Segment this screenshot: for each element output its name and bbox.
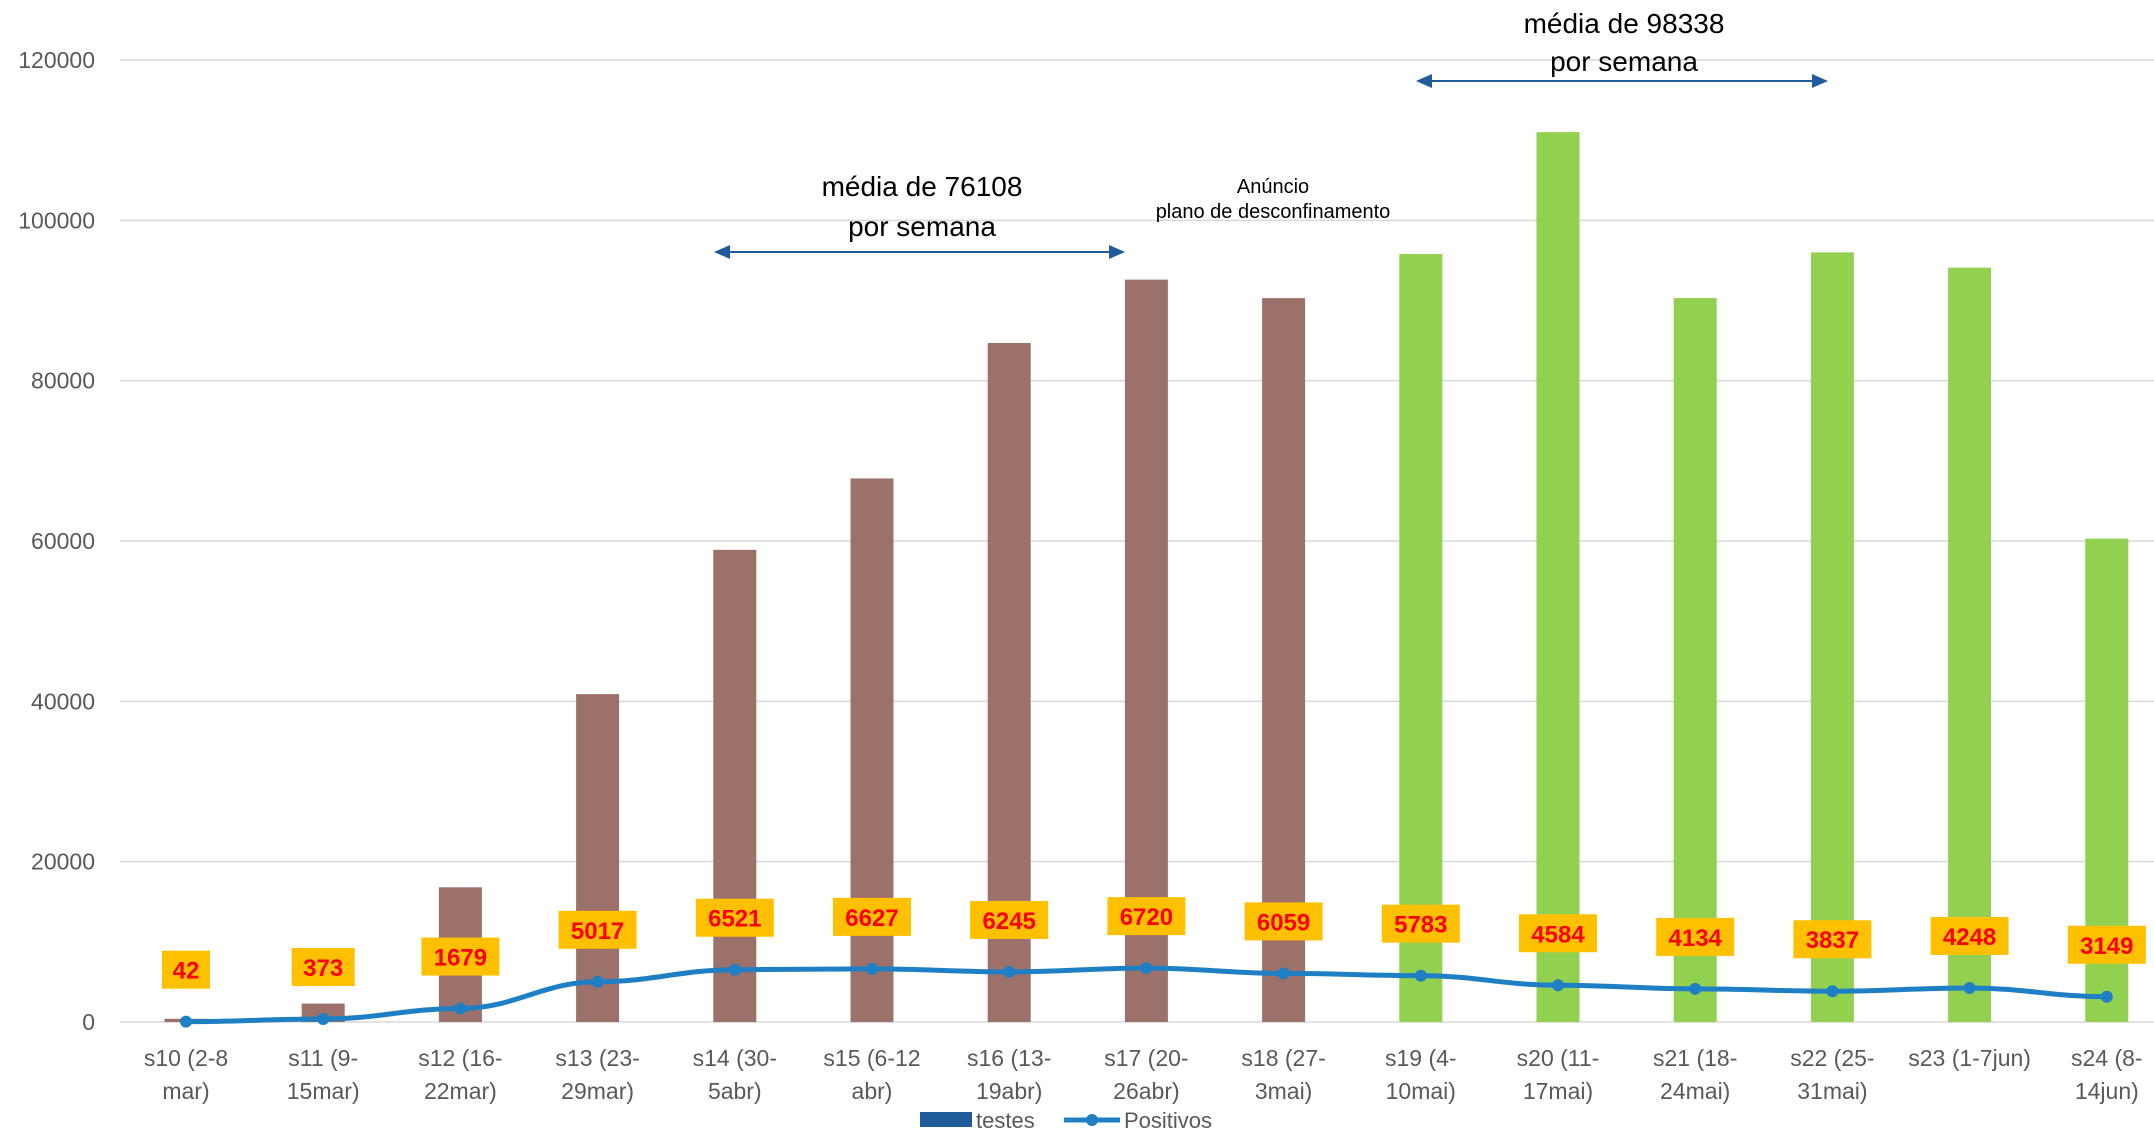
data-label-box [2067, 925, 2146, 964]
data-label-box [695, 898, 774, 937]
point-positivos [180, 1015, 192, 1028]
point-positivos [1140, 962, 1153, 975]
point-positivos [454, 1002, 467, 1015]
x-tick-label: s22 (25-31mai) [1790, 1045, 1874, 1104]
x-tick-label: s12 (16-22mar) [418, 1045, 502, 1104]
annotation-1-arrowhead-left [714, 245, 730, 259]
x-tick-label: s24 (8-14jun) [2071, 1045, 2143, 1104]
data-label: 1679 [434, 945, 487, 972]
legend-swatch-testes [920, 1112, 972, 1127]
x-tick-label: s15 (6-12 abr) [823, 1045, 920, 1104]
point-positivos [317, 1013, 330, 1026]
data-label: 5783 [1394, 912, 1447, 939]
point-positivos [1414, 969, 1427, 982]
data-label-box [1381, 904, 1460, 943]
bar-testes [1673, 298, 1717, 1023]
data-labels-positivos: 42 373 1679 5017 6521 6627 6245 6720 6059 5783 458… [162, 897, 2146, 989]
x-tick-label: s23 (1-7jun) [1908, 1045, 2031, 1071]
data-label-box [1793, 920, 1872, 959]
y-tick-label: 20000 [31, 849, 95, 875]
x-tick-label: s19 (4-10mai) [1385, 1045, 1457, 1104]
data-label-box [162, 950, 210, 989]
point-positivos [1003, 965, 1016, 978]
bar-testes [1536, 132, 1580, 1022]
point-positivos [866, 962, 878, 975]
y-axis-ticks: 0 20000 40000 60000 80000 100000 120000 [18, 47, 95, 1035]
data-label-box [1244, 902, 1323, 941]
data-label: 6521 [708, 906, 761, 933]
point-positivos [2100, 990, 2113, 1003]
bar-testes [850, 478, 894, 1023]
point-positivos [728, 963, 741, 976]
data-label-box [1656, 917, 1735, 956]
x-axis-labels: s10 (2-8 mar) s11 (9-15mar) s12 (16-22mar) s… [144, 1045, 2143, 1104]
data-label: 6245 [983, 908, 1036, 935]
annotation-2-arrowhead-left [1416, 74, 1432, 88]
point-positivos [1826, 985, 1839, 998]
data-label-box [1519, 914, 1597, 953]
x-tick-label: s20 (11-17mai) [1517, 1045, 1600, 1104]
bars-testes [164, 132, 2129, 1023]
y-tick-label: 100000 [18, 207, 95, 233]
x-tick-label: s16 (13-19abr) [967, 1045, 1051, 1104]
annotation-3-text: Anúncio plano de desconfinamento [1156, 176, 1391, 223]
data-label-box [1930, 916, 2009, 955]
y-tick-label: 80000 [31, 368, 95, 394]
data-label-box [833, 897, 911, 936]
y-tick-label: 0 [82, 1009, 95, 1035]
y-tick-label: 60000 [31, 528, 95, 554]
data-label: 6720 [1120, 904, 1173, 931]
x-tick-label: s17 (20-26abr) [1104, 1045, 1188, 1104]
data-label: 4584 [1531, 921, 1585, 948]
point-positivos [591, 975, 604, 988]
point-positivos [1277, 967, 1290, 980]
y-tick-label: 40000 [31, 688, 95, 714]
bar-testes [576, 694, 620, 1022]
point-positivos [1963, 981, 1976, 994]
x-tick-label: s10 (2-8 mar) [144, 1045, 228, 1104]
x-tick-label: s21 (18-24mai) [1653, 1045, 1737, 1104]
legend-swatch-positivos-marker [1086, 1114, 1098, 1126]
data-label: 3837 [1806, 927, 1859, 954]
data-label: 4248 [1943, 924, 1996, 951]
data-label: 373 [303, 955, 343, 982]
bar-testes [1948, 267, 1992, 1022]
point-positivos [1552, 979, 1564, 992]
data-label-box [421, 937, 500, 976]
bar-testes [1262, 298, 1306, 1023]
annotation-2-text: média de 98338 por semana [1524, 8, 1725, 77]
data-label-box [558, 910, 637, 949]
x-tick-label: s14 (30-5abr) [693, 1045, 777, 1104]
data-label-box [291, 948, 355, 987]
data-label-box [970, 900, 1049, 939]
x-tick-label: s11 (9-15mar) [287, 1045, 360, 1104]
annotation-1-text: média de 76108 por semana [822, 171, 1023, 242]
annotation-1-arrowhead-right [1109, 245, 1125, 259]
legend: testes Positivos [920, 1108, 1212, 1132]
data-label-box [1107, 897, 1186, 936]
annotation-2-arrowhead-right [1812, 74, 1828, 88]
legend-label-positivos: Positivos [1124, 1108, 1212, 1132]
bar-testes [713, 549, 757, 1022]
legend-label-testes: testes [976, 1108, 1035, 1132]
line-positivos [180, 962, 2113, 1028]
y-tick-label: 120000 [18, 47, 95, 73]
data-label: 42 [173, 958, 200, 985]
bar-testes [1399, 254, 1443, 1023]
data-label: 6627 [845, 905, 898, 932]
data-label: 5017 [571, 918, 624, 945]
data-label: 6059 [1257, 909, 1310, 936]
x-tick-label: s13 (23-29mar) [555, 1045, 639, 1104]
bar-testes [1810, 252, 1854, 1022]
x-tick-label: s18 (27-3mai) [1241, 1045, 1325, 1104]
data-label: 3149 [2080, 933, 2133, 960]
annotations: média de 76108 por semana média de 98338 po… [714, 8, 1828, 259]
point-positivos [1689, 982, 1702, 995]
data-label: 4134 [1669, 925, 1723, 952]
